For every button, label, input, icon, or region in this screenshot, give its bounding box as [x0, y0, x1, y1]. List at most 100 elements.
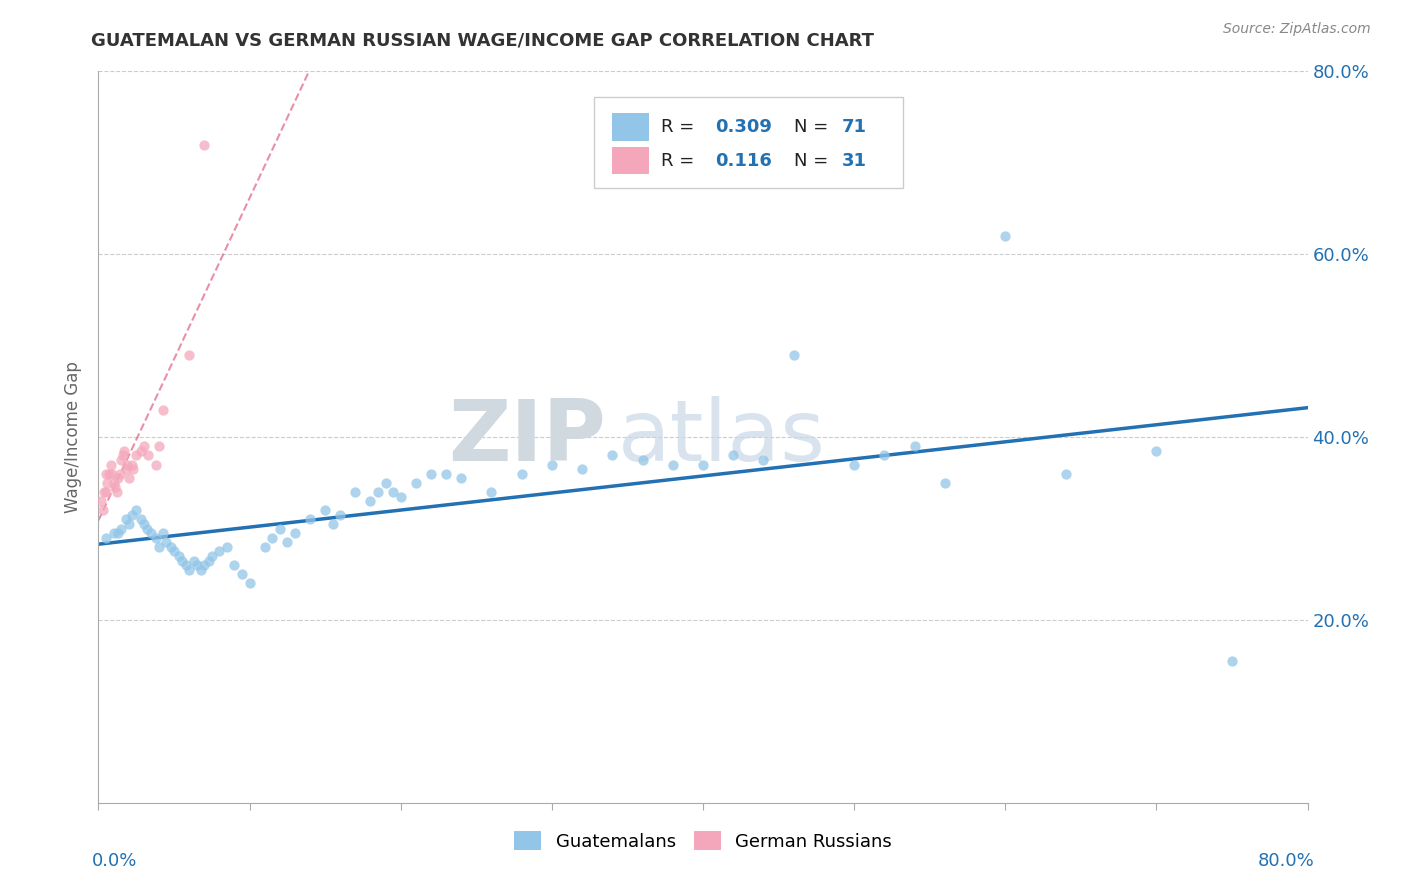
Guatemalans [141, 526, 163, 541]
German Russians [100, 458, 122, 472]
German Russians [145, 458, 167, 472]
FancyBboxPatch shape [613, 113, 648, 141]
Text: 80.0%: 80.0% [1258, 852, 1315, 870]
Guatemalans [314, 503, 336, 517]
Guatemalans [405, 475, 427, 490]
Guatemalans [208, 544, 231, 558]
German Russians [179, 348, 201, 362]
Guatemalans [107, 526, 129, 541]
Guatemalans [540, 458, 562, 472]
Guatemalans [183, 553, 205, 567]
Guatemalans [197, 553, 219, 567]
German Russians [94, 485, 117, 500]
Guatemalans [322, 516, 344, 531]
German Russians [107, 471, 129, 485]
Guatemalans [118, 516, 141, 531]
Text: 0.0%: 0.0% [91, 852, 136, 870]
Text: N =: N = [793, 152, 834, 169]
Guatemalans [215, 540, 238, 554]
Guatemalans [94, 531, 117, 545]
German Russians [111, 448, 134, 462]
Guatemalans [174, 558, 197, 573]
Text: GUATEMALAN VS GERMAN RUSSIAN WAGE/INCOME GAP CORRELATION CHART: GUATEMALAN VS GERMAN RUSSIAN WAGE/INCOME… [91, 31, 875, 49]
German Russians [114, 462, 136, 476]
Guatemalans [190, 563, 212, 577]
Guatemalans [844, 458, 866, 472]
Guatemalans [224, 558, 246, 573]
German Russians [110, 453, 132, 467]
Guatemalans [110, 521, 132, 535]
Guatemalans [179, 563, 201, 577]
Guatemalans [360, 494, 382, 508]
Guatemalans [450, 471, 472, 485]
Guatemalans [631, 453, 654, 467]
Guatemalans [114, 512, 136, 526]
Guatemalans [299, 512, 322, 526]
Guatemalans [163, 544, 186, 558]
Guatemalans [752, 453, 775, 467]
Guatemalans [1220, 654, 1243, 668]
Guatemalans [201, 549, 224, 563]
German Russians [118, 471, 141, 485]
German Russians [115, 458, 138, 472]
Guatemalans [994, 229, 1017, 244]
Guatemalans [121, 508, 143, 522]
Guatemalans [186, 558, 208, 573]
Guatemalans [148, 540, 170, 554]
German Russians [98, 467, 121, 481]
German Russians [103, 475, 125, 490]
Guatemalans [420, 467, 443, 481]
German Russians [152, 402, 174, 417]
German Russians [121, 458, 143, 472]
Guatemalans [269, 521, 291, 535]
German Russians [90, 494, 112, 508]
Guatemalans [145, 531, 167, 545]
Y-axis label: Wage/Income Gap: Wage/Income Gap [65, 361, 83, 513]
Guatemalans [389, 490, 412, 504]
Guatemalans [434, 467, 457, 481]
German Russians [101, 467, 124, 481]
Guatemalans [481, 485, 503, 500]
German Russians [104, 480, 127, 494]
Guatemalans [329, 508, 352, 522]
Guatemalans [160, 540, 183, 554]
Text: N =: N = [793, 118, 834, 136]
German Russians [94, 467, 117, 481]
Guatemalans [276, 535, 298, 549]
Text: 0.116: 0.116 [716, 152, 772, 169]
German Russians [148, 439, 170, 453]
FancyBboxPatch shape [595, 97, 903, 188]
Text: 0.309: 0.309 [716, 118, 772, 136]
German Russians [91, 503, 114, 517]
Text: R =: R = [661, 118, 700, 136]
Guatemalans [783, 348, 806, 362]
Guatemalans [152, 526, 174, 541]
Guatemalans [231, 567, 253, 582]
German Russians [122, 462, 145, 476]
Guatemalans [253, 540, 276, 554]
German Russians [96, 475, 118, 490]
Guatemalans [132, 516, 155, 531]
Guatemalans [367, 485, 389, 500]
Guatemalans [374, 475, 396, 490]
Guatemalans [262, 531, 284, 545]
Guatemalans [510, 467, 533, 481]
Guatemalans [135, 521, 157, 535]
Guatemalans [103, 526, 125, 541]
Guatemalans [1144, 443, 1167, 458]
Guatemalans [661, 458, 683, 472]
German Russians [129, 443, 152, 458]
Text: ZIP: ZIP [449, 395, 606, 479]
Text: 71: 71 [842, 118, 868, 136]
Text: Source: ZipAtlas.com: Source: ZipAtlas.com [1223, 22, 1371, 37]
German Russians [112, 443, 135, 458]
Guatemalans [873, 448, 896, 462]
Guatemalans [382, 485, 405, 500]
Guatemalans [155, 535, 177, 549]
German Russians [132, 439, 155, 453]
Guatemalans [692, 458, 714, 472]
Guatemalans [239, 576, 262, 591]
Guatemalans [602, 448, 624, 462]
Guatemalans [170, 553, 193, 567]
German Russians [105, 485, 128, 500]
